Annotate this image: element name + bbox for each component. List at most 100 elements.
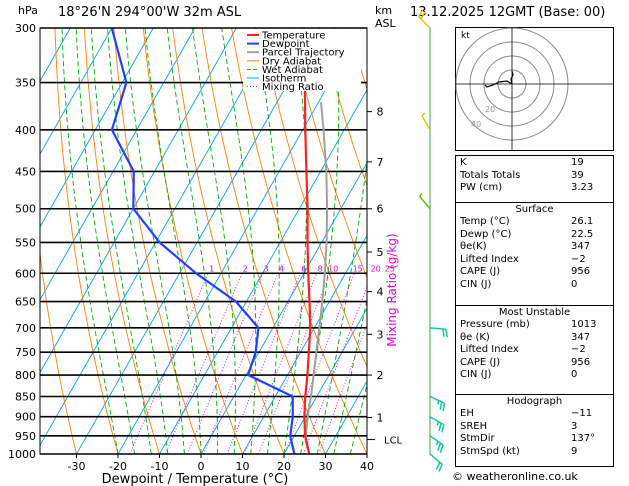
wet-adiabat-line <box>221 28 257 454</box>
hodo-value: 137° <box>571 433 596 444</box>
hodo-label: EH <box>460 408 474 419</box>
mixing-ratio-label: 20 <box>371 264 381 273</box>
hodo-row: SREH 3 <box>456 421 613 434</box>
pressure-tick-label: 500 <box>15 203 36 216</box>
mu-value: 0 <box>571 369 578 380</box>
wet-adiabat-line <box>90 28 152 454</box>
pressure-tick-label: 400 <box>15 124 36 137</box>
hodo-value: 3 <box>571 420 578 432</box>
surface-title: Surface <box>515 204 554 215</box>
surface-value: 347 <box>571 241 591 252</box>
pressure-tick-label: 800 <box>15 369 36 382</box>
hodograph-table-title: Hodograph <box>506 396 563 407</box>
surface-row: θe(K) 347 <box>456 241 613 254</box>
hodograph-table: Hodograph EH −11 SREH 3 StmDir 137° StmSpd … <box>455 394 614 467</box>
mu-row: Pressure (mb) 1013 <box>456 319 613 332</box>
legend-entry: Isotherm <box>262 74 306 85</box>
wind-barb-flag <box>437 442 442 451</box>
most-unstable-title: Most Unstable <box>498 307 571 318</box>
surface-label: CAPE (J) <box>460 266 501 277</box>
wind-barb-flag <box>445 329 448 338</box>
mu-value: 347 <box>571 331 591 343</box>
isotherm-line <box>117 28 362 454</box>
km-tick-label: 6 <box>377 203 384 216</box>
plot-frame <box>39 27 368 455</box>
hodo-label: StmDir <box>460 433 495 444</box>
mu-label: θe (K) <box>460 331 490 343</box>
hodo-label: StmSpd (kt) <box>460 445 520 457</box>
km-tick-label: 8 <box>377 106 384 119</box>
pressure-tick-label: 900 <box>15 411 36 424</box>
mu-value: −2 <box>571 344 586 355</box>
dry-adiabat-line <box>289 28 367 279</box>
surface-row: CAPE (J) 956 <box>456 266 613 279</box>
wind-barb-flag <box>439 401 443 410</box>
index-label: PW (cm) <box>460 182 503 193</box>
wind-barb <box>429 395 445 404</box>
isotherm-line <box>40 28 113 155</box>
pressure-tick-label: 750 <box>15 346 36 359</box>
dry-adiabat-line <box>614 28 629 454</box>
x-axis-title: Dewpoint / Temperature (°C) <box>102 472 289 486</box>
wind-barb <box>419 196 431 210</box>
mu-row: CIN (J) 0 <box>456 369 613 382</box>
temperature-tick-label: 10 <box>236 460 250 473</box>
mu-row: θe (K) 347 <box>456 332 613 345</box>
hodograph-unit: kt <box>461 31 470 41</box>
temperature-tick-label: 40 <box>360 460 374 473</box>
pressure-tick-label: 350 <box>15 77 36 90</box>
mixing-ratio-label: 8 <box>318 264 323 273</box>
index-value: 19 <box>571 157 584 168</box>
mu-label: CIN (J) <box>460 369 492 380</box>
pressure-tick-label: 850 <box>15 390 36 403</box>
hodo-row: EH −11 <box>456 408 613 421</box>
wet-adiabat-line <box>75 28 136 454</box>
mixing-ratio-line <box>164 273 243 454</box>
isotherm-line <box>76 28 320 454</box>
wet-adiabat-line <box>61 28 119 454</box>
mixing-ratio-line <box>129 273 209 454</box>
hodo-row: StmSpd (kt) 9 <box>456 446 613 459</box>
hodo-value: −11 <box>571 408 593 419</box>
index-value: 39 <box>571 169 584 181</box>
hodo-label: SREH <box>460 420 488 432</box>
legend-entry: Dewpoint <box>262 39 310 50</box>
surface-label: Lifted Index <box>460 253 519 265</box>
copyright-credit[interactable]: © weatheronline.co.uk <box>452 470 578 483</box>
km-axis-unit: km <box>375 4 393 17</box>
wind-barb-flag <box>418 9 424 18</box>
hodograph-plot: kt 20 40 <box>455 27 614 151</box>
pressure-tick-label: 650 <box>15 296 36 309</box>
surface-table: Surface Temp (°C) 26.1 Dewp (°C) 22.5 θe(K… <box>455 202 614 306</box>
dry-adiabat-line <box>319 28 367 187</box>
km-tick-label: 7 <box>377 156 384 169</box>
mixing-ratio-line <box>226 273 301 454</box>
wind-barb-flag <box>441 424 445 433</box>
wind-barb-flag <box>438 464 443 472</box>
mixing-ratio-label: 4 <box>279 264 284 273</box>
km-tick-label: 4 <box>377 286 384 299</box>
legend-entry: Parcel Trajectory <box>262 48 345 59</box>
surface-value: 0 <box>571 278 578 290</box>
pressure-tick-label: 450 <box>15 165 36 178</box>
surface-row: Dewp (°C) 22.5 <box>456 229 613 242</box>
mu-value: 956 <box>571 356 591 368</box>
legend-background <box>243 29 361 91</box>
mixing-ratio-axis-title: Mixing Ratio (g/kg) <box>385 233 399 346</box>
isotherm-line <box>242 234 367 454</box>
hodograph-trace <box>484 80 513 88</box>
index-row-totals: Totals Totals 39 <box>456 170 613 183</box>
wind-barb-flag <box>421 112 426 117</box>
index-row-pw: PW (cm) 3.23 <box>456 182 613 195</box>
lcl-label: LCL <box>384 436 403 447</box>
pressure-tick-label: 1000 <box>8 448 36 461</box>
mixing-ratio-label: 3 <box>264 264 269 273</box>
wind-barb-flag <box>442 328 445 337</box>
legend-entry: Wet Adiabat <box>262 65 323 76</box>
isotherm-line <box>325 380 367 454</box>
surface-row: Temp (°C) 26.1 <box>456 216 613 229</box>
surface-label: CIN (J) <box>460 278 492 290</box>
mixing-ratio-line <box>318 323 367 454</box>
wind-barb-flag <box>435 441 439 446</box>
